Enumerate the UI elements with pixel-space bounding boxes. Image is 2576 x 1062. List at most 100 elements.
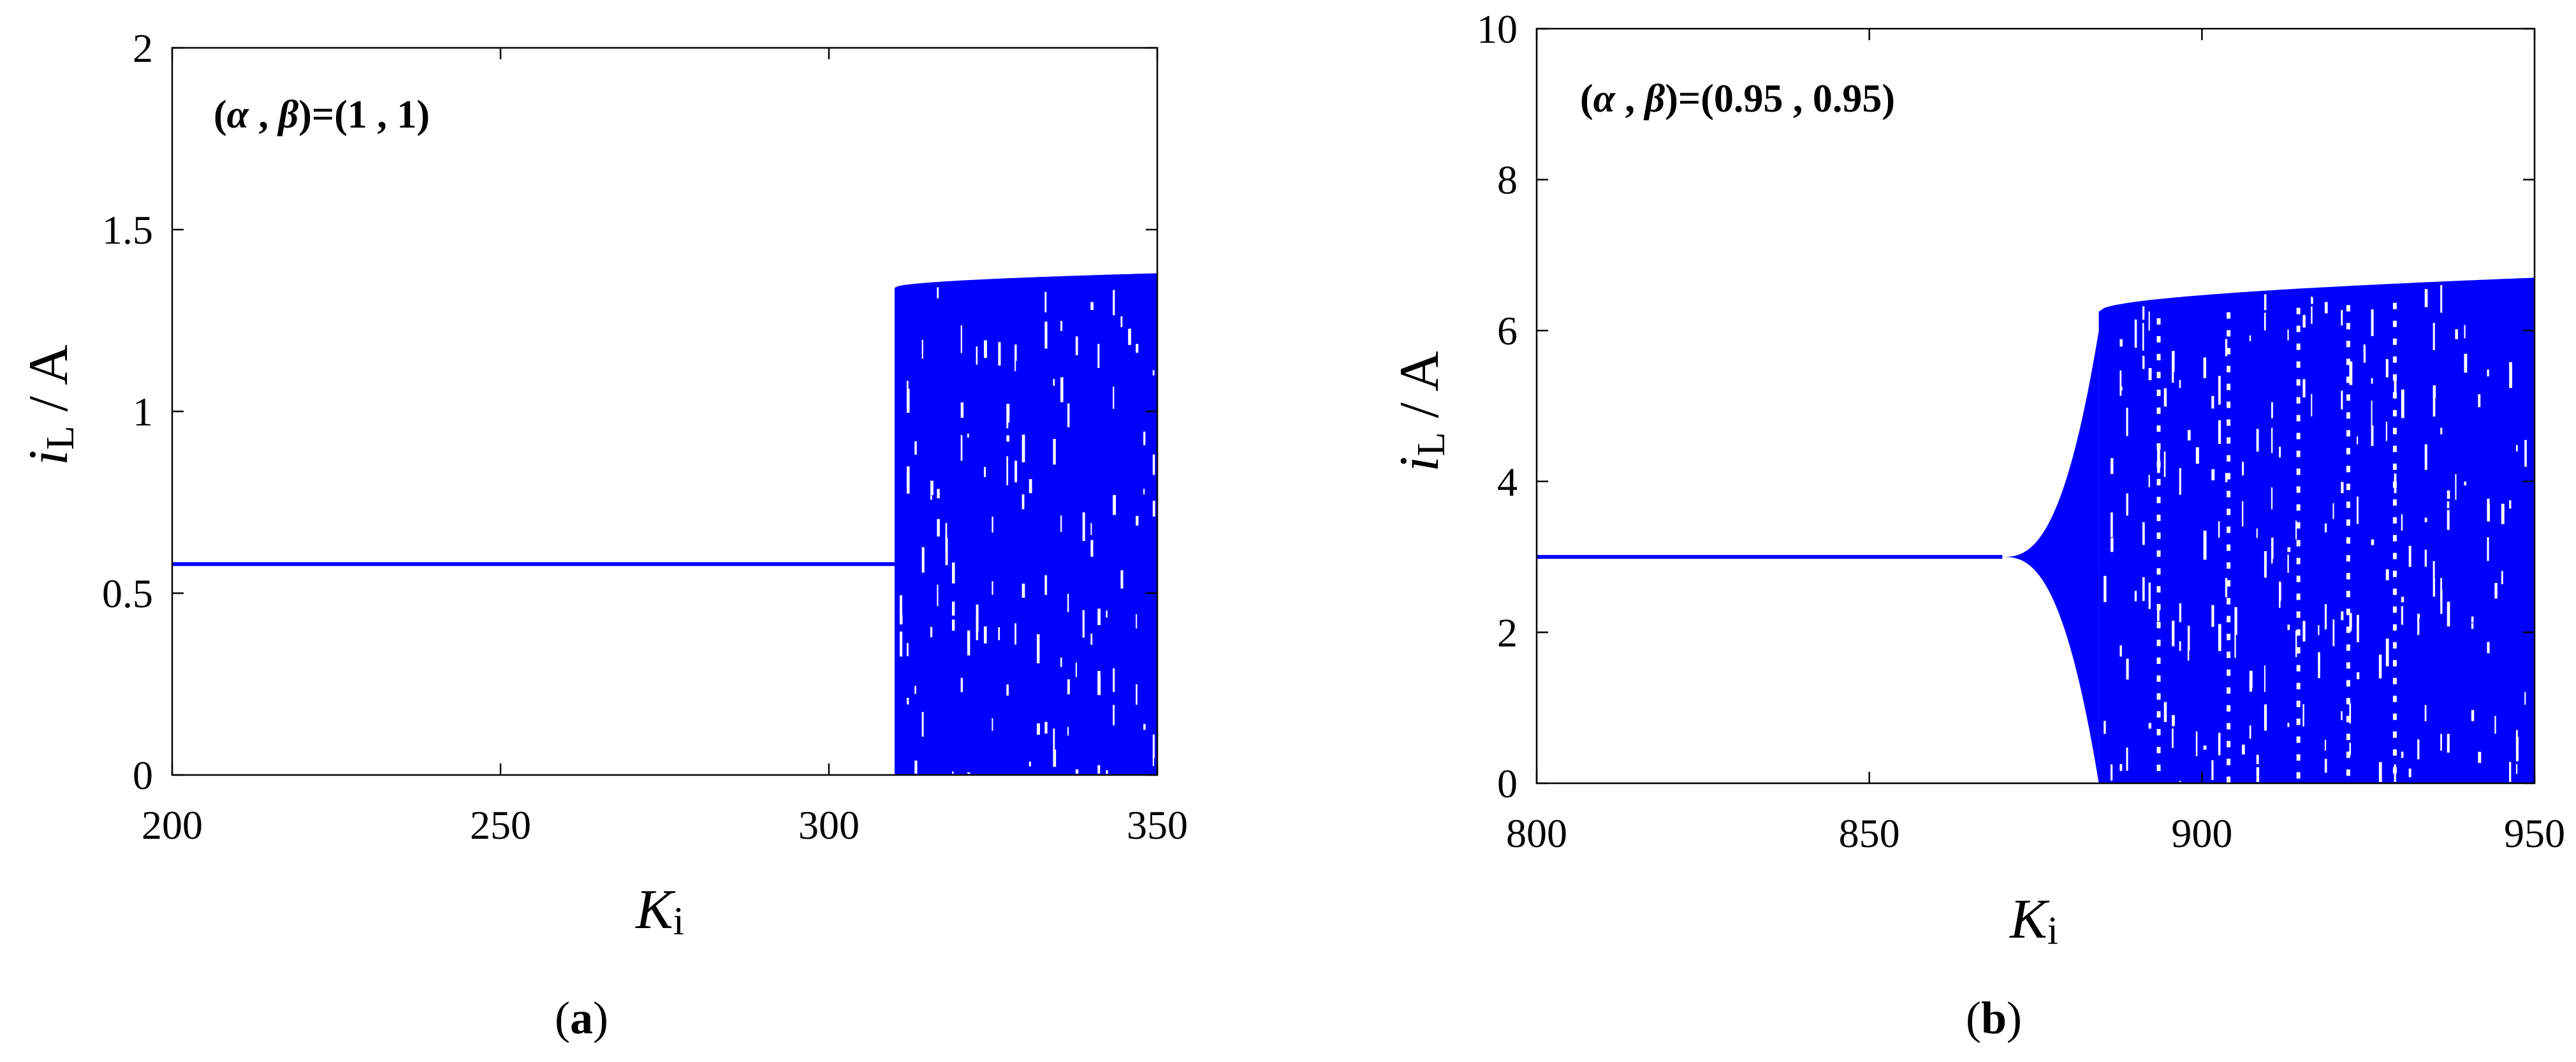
panel-a-chaos-gap xyxy=(1053,749,1057,767)
panel-b-chaos-gap xyxy=(2249,335,2251,341)
panel-b-periodic-window xyxy=(2392,302,2397,309)
panel-b-chaos-gap xyxy=(2218,624,2221,651)
panel-b-periodic-window xyxy=(2346,412,2350,419)
panel-b-periodic-window xyxy=(2392,392,2397,399)
panel-b-y-tick-label: 6 xyxy=(1497,308,1518,353)
panel-b-parameter-annotation: (α , β)=(0.95 , 0.95) xyxy=(1580,77,1895,121)
panel-a-chaos-gap xyxy=(1075,662,1077,677)
panel-b-chaos-gap xyxy=(2440,590,2443,614)
panel-a-chaos-gap xyxy=(914,441,917,455)
panel-b-periodic-window xyxy=(2296,718,2301,725)
panel-b-chaos-gap xyxy=(2447,510,2450,530)
panel-b-chaos-gap xyxy=(2349,361,2353,385)
panel-b-periodic-window xyxy=(2392,481,2397,488)
panel-b-periodic-window xyxy=(2392,588,2397,595)
panel-b-periodic-window xyxy=(2346,430,2350,437)
panel-b-chaos-gap xyxy=(2142,577,2145,601)
panel-b-periodic-window xyxy=(2227,562,2231,569)
panel-b-chaos-gap xyxy=(2225,578,2228,598)
panel-b-periodic-window xyxy=(2296,432,2301,439)
panel-b-periodic-window xyxy=(2392,570,2397,577)
panel-a-chaos-gap xyxy=(921,547,925,573)
panel-b-periodic-window xyxy=(2392,660,2397,667)
panel-a-chaos-gap xyxy=(1075,336,1078,355)
panel-b-chaos-gap xyxy=(2172,351,2175,372)
panel-b-chaos-gap xyxy=(2142,306,2145,320)
panel-a-chaos-gap xyxy=(937,287,939,299)
panel-a-chaos-gap xyxy=(900,595,902,625)
panel-b-periodic-window xyxy=(2156,764,2161,771)
panel-b-chaos-gap xyxy=(2487,504,2490,522)
panel-b-chaos-gap xyxy=(2332,619,2335,646)
panel-b-periodic-window xyxy=(2156,693,2161,700)
panel-b-chaos-gap xyxy=(2311,306,2313,324)
panel-b-chaos-gap xyxy=(2148,368,2152,381)
panel-b-periodic-window xyxy=(2227,669,2231,676)
panel-b-periodic-window xyxy=(2296,647,2301,654)
panel-b-chaos-gap xyxy=(2487,537,2489,561)
panel-a-chaos-gap xyxy=(1067,726,1069,736)
panel-a-chaos-gap xyxy=(1067,679,1070,695)
panel-b-chaos-gap xyxy=(2515,445,2518,452)
panel-b-periodic-window xyxy=(2392,445,2397,452)
panel-b-chaos-gap xyxy=(2157,605,2160,622)
panel-a-chaos-gap xyxy=(998,627,1000,640)
panel-b-chaos-gap xyxy=(2148,723,2151,729)
panel-a-chaos-gap xyxy=(1028,762,1031,767)
panel-b-periodic-window xyxy=(2156,746,2161,753)
panel-b-chaos-gap xyxy=(2119,387,2123,391)
panel-b-chaos-gap xyxy=(2302,379,2306,398)
panel-a-chaos-gap xyxy=(967,772,970,774)
panel-b-periodic-window xyxy=(2156,461,2161,468)
panel-a-chaos-gap xyxy=(1021,494,1025,510)
panel-b-periodic-window xyxy=(2296,557,2301,564)
panel-b-periodic-window xyxy=(2392,374,2397,381)
panel-b-x-tick-label: 850 xyxy=(1839,811,1900,856)
panel-b-periodic-window xyxy=(2227,580,2231,587)
panel-b-periodic-window xyxy=(2346,734,2350,741)
panel-b-y-tick-label: 8 xyxy=(1497,158,1518,203)
panel-b-periodic-window xyxy=(2156,711,2161,718)
panel-b-chaos-gap xyxy=(2349,703,2352,724)
panel-a-chaos-gap xyxy=(1006,406,1009,429)
panel-a-chaos-gap xyxy=(921,712,924,737)
panel-b-periodic-window xyxy=(2296,361,2301,368)
panel-b-y-tick-label: 2 xyxy=(1497,610,1518,655)
panel-b-chaos-gap xyxy=(2179,781,2181,782)
panel-b-chaos-gap xyxy=(2111,512,2113,538)
panel-b-periodic-window xyxy=(2156,675,2161,682)
panel-b-chaos-gap xyxy=(2234,607,2237,635)
panel-b-chaos-gap xyxy=(2371,425,2374,446)
panel-a-chaos-gap xyxy=(992,581,993,595)
panel-b-chaos-gap xyxy=(2211,469,2215,481)
panel-b-chaos-gap xyxy=(2341,711,2343,721)
panel-b-periodic-window xyxy=(2227,490,2231,498)
panel-a-chaos-gap xyxy=(1143,723,1146,730)
panel-b-periodic-window xyxy=(2296,700,2301,707)
panel-b-chaos-gap xyxy=(2163,702,2167,722)
panel-a-chaos-gap xyxy=(1136,344,1139,353)
panel-b-periodic-window xyxy=(2156,639,2161,646)
panel-b-chaos-gap xyxy=(2385,422,2387,441)
panel-b-chaos-gap xyxy=(2256,755,2259,764)
panel-a-chaos-gap xyxy=(937,489,940,499)
panel-b-periodic-window xyxy=(2346,626,2350,633)
panel-b-chaos-gap xyxy=(2271,402,2273,418)
panel-b-chaos-gap xyxy=(2455,329,2458,339)
panel-a-chaos-gap xyxy=(930,495,932,500)
panel-b-chaos-gap xyxy=(2408,545,2411,567)
panel-b-chaos-gap xyxy=(2349,742,2351,755)
panel-a-chaos-gap xyxy=(984,340,987,358)
panel-b-periodic-window xyxy=(2346,644,2350,651)
panel-a-chaos-gap xyxy=(952,562,955,584)
panel-b-periodic-window xyxy=(2392,338,2397,345)
panel-b-chaos-gap xyxy=(2378,762,2382,781)
panel-b-chaos-gap xyxy=(2349,613,2352,629)
panel-a-data-layer xyxy=(172,273,1157,775)
panel-a-chaos-gap xyxy=(1021,434,1025,462)
panel-b-periodic-window xyxy=(2227,348,2231,355)
panel-b-periodic-window xyxy=(2346,608,2350,616)
panel-b-periodic-window xyxy=(2392,767,2397,774)
panel-b-chaos-gap xyxy=(2148,582,2151,609)
panel-a-y-tick-label: 0 xyxy=(133,753,153,798)
